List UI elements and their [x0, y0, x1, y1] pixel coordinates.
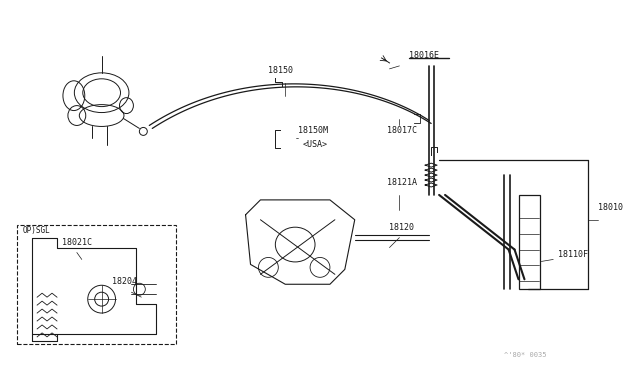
Text: ^'80* 0035: ^'80* 0035	[504, 352, 546, 358]
Text: 18121A: 18121A	[387, 178, 417, 187]
Text: 18204: 18204	[111, 277, 136, 286]
Text: 18150: 18150	[268, 66, 293, 75]
Text: 18150M: 18150M	[298, 126, 328, 135]
Text: 18120: 18120	[390, 223, 415, 232]
Text: 18110F: 18110F	[558, 250, 588, 259]
Text: 18017C: 18017C	[387, 126, 417, 135]
Text: 18021C: 18021C	[62, 238, 92, 247]
Text: 18010: 18010	[598, 203, 623, 212]
Bar	[17, 225, 176, 344]
Text: 18016E: 18016E	[410, 51, 439, 60]
Text: OP)SGL: OP)SGL	[22, 226, 50, 235]
Text: <USA>: <USA>	[302, 140, 327, 149]
Bar	[518, 195, 540, 289]
